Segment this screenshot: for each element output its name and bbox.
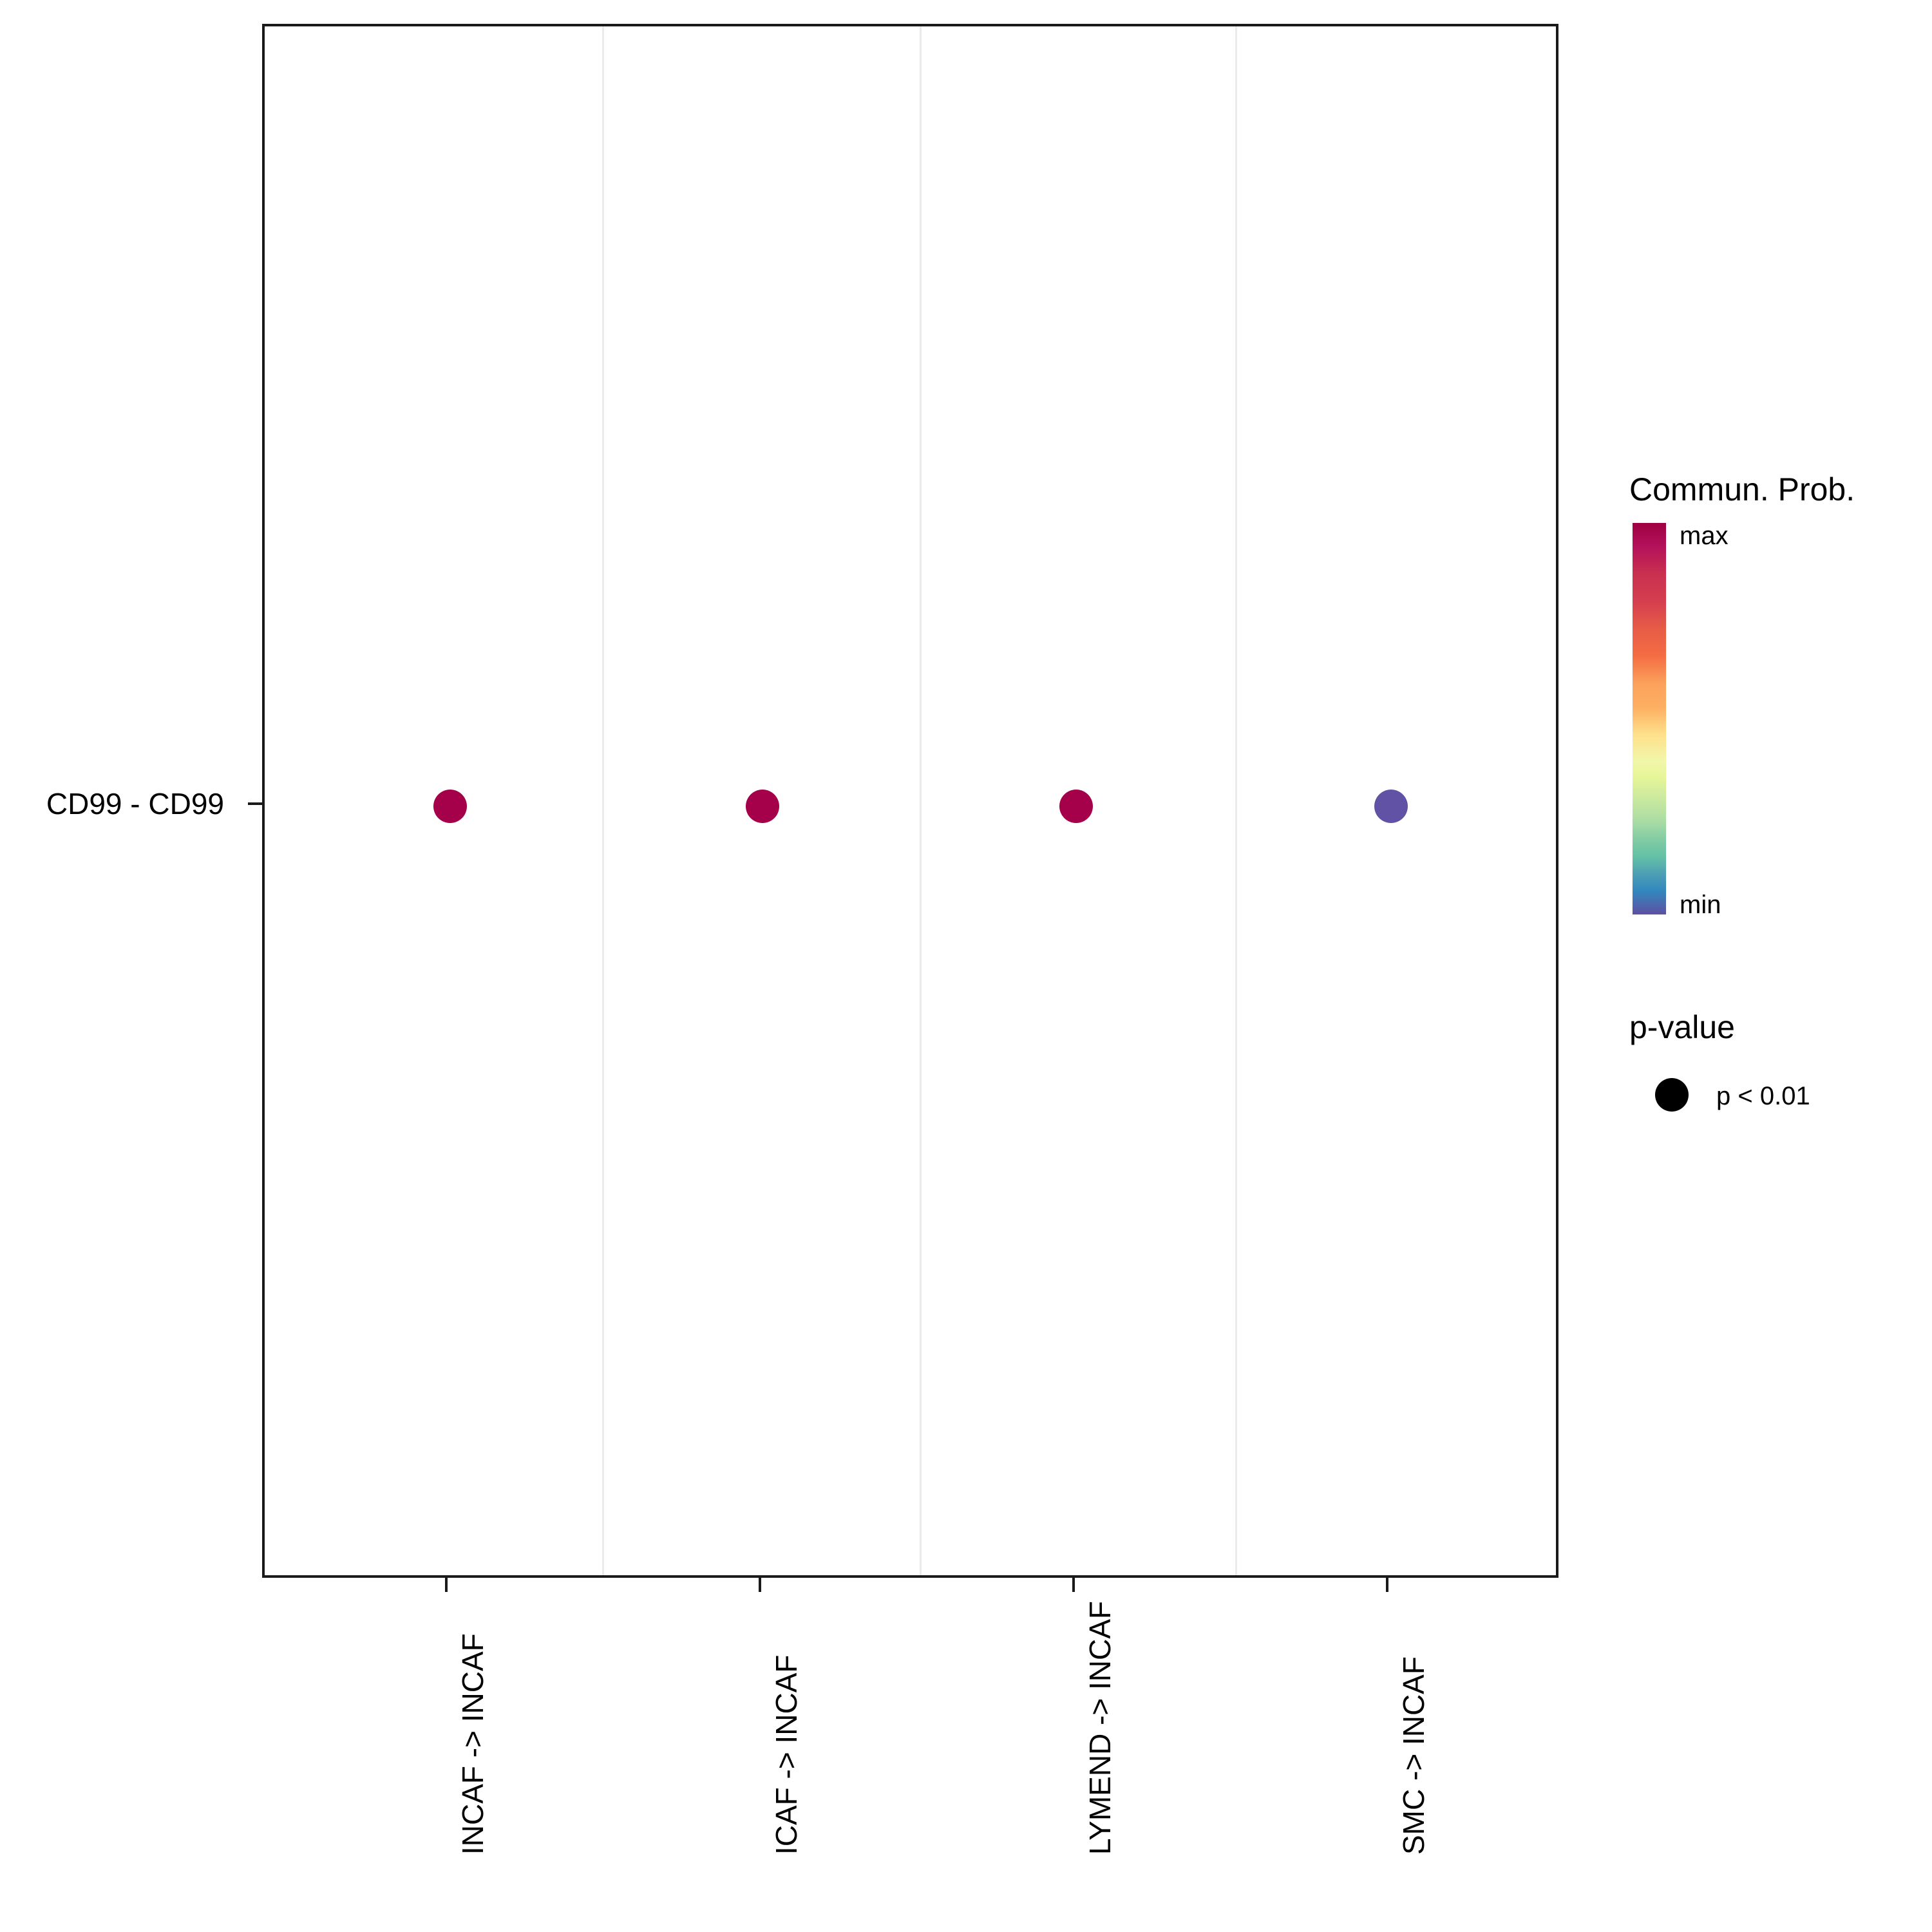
y-tick-mark	[248, 802, 262, 805]
y-axis: CD99 - CD99	[0, 0, 245, 1932]
x-tick-label-smc-incaf: SMC -> INCAF	[1397, 1656, 1430, 1855]
x-tick-label-lymend-incaf: LYMEND -> INCAF	[1083, 1600, 1117, 1855]
y-tick-label-cd99-cd99: CD99 - CD99	[46, 787, 224, 820]
data-point[interactable]	[1059, 790, 1093, 823]
pvalue-legend-dot-label: p < 0.01	[1716, 1082, 1810, 1110]
x-tick-mark-3	[1072, 1578, 1075, 1592]
colorbar-max-label: max	[1680, 522, 1728, 550]
gridline-vertical-3	[1235, 26, 1237, 1575]
colorbar-title: Commun. Prob.	[1629, 471, 1855, 507]
x-tick-label-icaf-incaf: ICAF -> INCAF	[770, 1654, 803, 1855]
gridline-vertical-2	[920, 26, 922, 1575]
x-tick-mark-1	[445, 1578, 448, 1592]
pvalue-legend-title: p-value	[1629, 1009, 1735, 1045]
gridline-vertical-1	[602, 26, 604, 1575]
legend-area: Commun. Prob. max min p-value	[1629, 0, 1932, 1932]
x-tick-mark-2	[759, 1578, 761, 1592]
data-point[interactable]	[746, 790, 779, 823]
data-point[interactable]	[1374, 790, 1408, 823]
x-tick-label-incaf-incaf: INCAF -> INCAF	[456, 1633, 489, 1855]
pvalue-legend-dot	[1655, 1078, 1689, 1112]
plot-panel	[262, 24, 1558, 1578]
colorbar-min-label: min	[1680, 891, 1721, 919]
x-tick-mark-4	[1386, 1578, 1388, 1592]
data-point[interactable]	[433, 790, 467, 823]
commun-prob-colorbar[interactable]	[1633, 523, 1666, 914]
